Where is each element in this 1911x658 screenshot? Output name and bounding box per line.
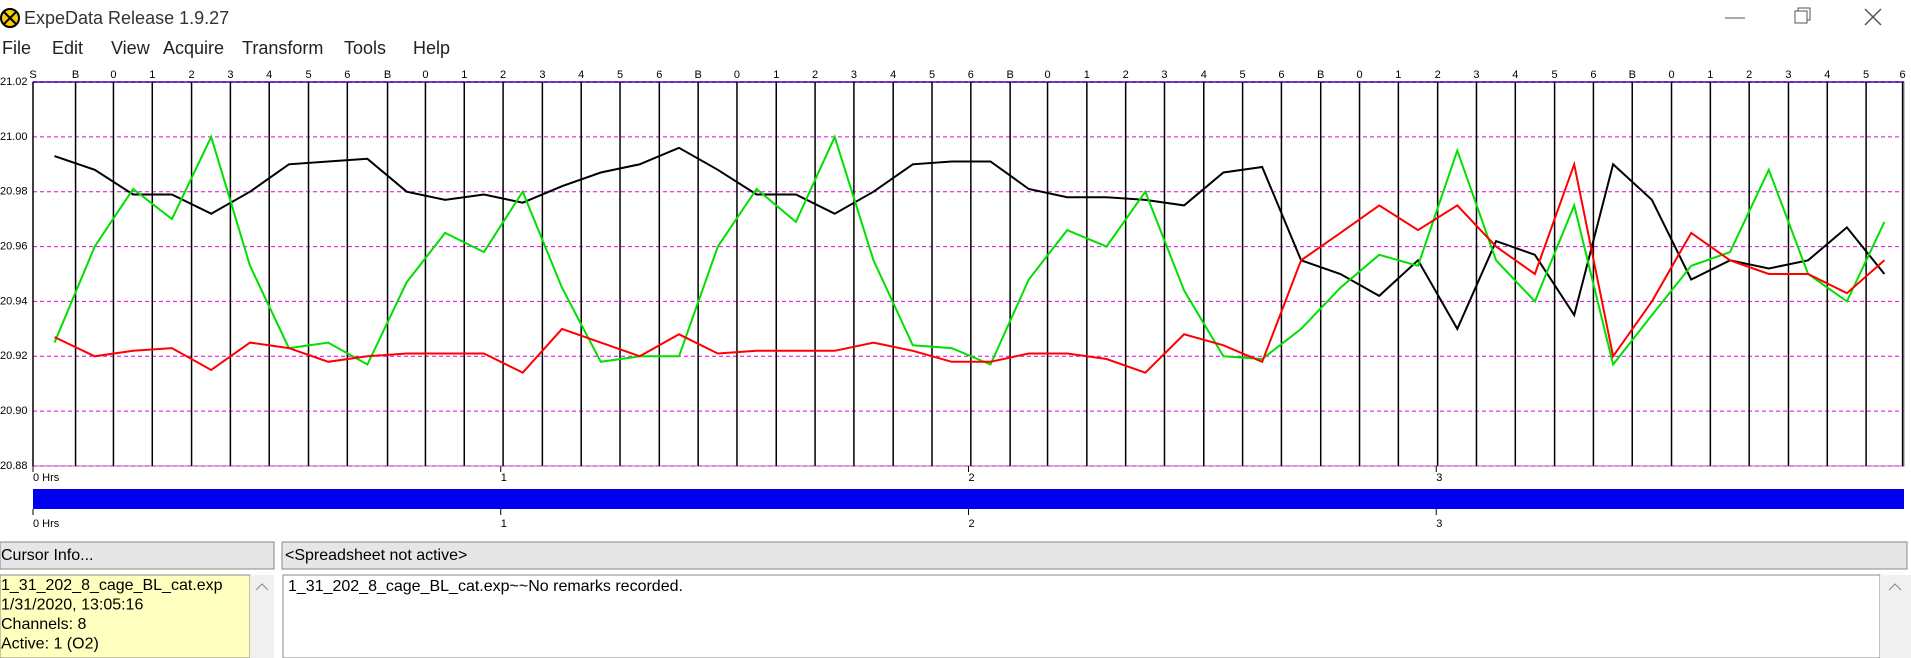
event-marker-label: 2 [1746, 69, 1752, 81]
event-marker-label: 3 [1473, 69, 1479, 81]
x-tick-label: 3 [1436, 472, 1442, 484]
cursor-info-line: 1_31_202_8_cage_BL_cat.exp [1, 577, 223, 594]
cursor-info-line: 1/31/2020, 13:05:16 [1, 597, 143, 614]
menu-item[interactable]: Tools [344, 38, 386, 58]
x-tick-label: 0 Hrs [33, 472, 60, 484]
event-marker-label: 2 [1123, 69, 1129, 81]
event-marker-label: 1 [773, 69, 779, 81]
event-marker-label: 5 [617, 69, 623, 81]
overview-tick-label: 3 [1436, 518, 1442, 530]
event-marker-label: 6 [1590, 69, 1596, 81]
event-marker-label: 0 [1356, 69, 1362, 81]
event-marker-label: 5 [1240, 69, 1246, 81]
remarks-panel: <Spreadsheet not active> 1_31_202_8_cage… [281, 541, 1911, 658]
event-marker-label: B [1317, 69, 1324, 81]
panel-header: Cursor Info... [1, 547, 93, 564]
overview-bar[interactable] [33, 489, 1904, 509]
x-tick-label: 1 [501, 472, 507, 484]
event-marker-label: 0 [422, 69, 428, 81]
event-marker-label: 6 [1900, 69, 1906, 81]
event-marker-label: 4 [1201, 69, 1207, 81]
event-marker-label: 5 [1552, 69, 1558, 81]
event-marker-label: 0 [1044, 69, 1050, 81]
menu-item[interactable]: Transform [242, 38, 323, 58]
event-marker-label: B [72, 69, 79, 81]
event-marker-label: 3 [227, 69, 233, 81]
event-marker-label: 6 [656, 69, 662, 81]
event-marker-label: 3 [539, 69, 545, 81]
event-marker-label: B [384, 69, 391, 81]
window-title: ExpeData Release 1.9.27 [24, 8, 229, 28]
cursor-info-line: Channels: 8 [1, 616, 86, 633]
event-marker-label: S [29, 69, 36, 81]
overview-tick-label: 1 [501, 518, 507, 530]
event-marker-label: 2 [812, 69, 818, 81]
event-marker-label: 1 [1084, 69, 1090, 81]
event-marker-label: 3 [851, 69, 857, 81]
event-marker-label: 1 [461, 69, 467, 81]
event-marker-label: 4 [890, 69, 896, 81]
event-marker-label: 0 [1668, 69, 1674, 81]
event-marker-label: 6 [344, 69, 350, 81]
y-tick-label: 20.90 [0, 405, 28, 417]
menu-item[interactable]: File [2, 38, 31, 58]
event-marker-label: 4 [1824, 69, 1830, 81]
menu-item[interactable]: Acquire [163, 38, 224, 58]
menu-item[interactable]: Help [413, 38, 450, 58]
x-tick-label: 2 [969, 472, 975, 484]
panel-header: <Spreadsheet not active> [285, 547, 467, 564]
event-marker-label: 1 [1707, 69, 1713, 81]
menu-item[interactable]: Edit [52, 38, 83, 58]
event-marker-label: 1 [1395, 69, 1401, 81]
event-marker-label: 2 [500, 69, 506, 81]
data-line [54, 146, 1886, 332]
event-marker-label: 2 [189, 69, 195, 81]
menu-item[interactable]: View [111, 38, 151, 58]
app-icon [0, 8, 20, 28]
data-line [54, 160, 1886, 374]
data-line [53, 134, 1886, 367]
event-marker-label: 5 [929, 69, 935, 81]
y-tick-label: 21.02 [0, 76, 28, 88]
event-marker-label: 3 [1161, 69, 1167, 81]
title-bar [0, 0, 1911, 36]
remarks-text: 1_31_202_8_cage_BL_cat.exp~~No remarks r… [288, 578, 683, 595]
overview-tick-label: 2 [969, 518, 975, 530]
event-marker-label: B [1006, 69, 1013, 81]
close-button[interactable] [1864, 8, 1882, 26]
event-marker-label: 1 [149, 69, 155, 81]
event-marker-label: 4 [1512, 69, 1518, 81]
event-marker-label: 0 [110, 69, 116, 81]
y-tick-label: 20.98 [0, 186, 28, 198]
event-marker-label: 4 [578, 69, 584, 81]
event-marker-label: 6 [968, 69, 974, 81]
restore-button[interactable] [1794, 7, 1811, 24]
event-marker-label: B [694, 69, 701, 81]
event-marker-label: 5 [305, 69, 311, 81]
event-marker-label: B [1629, 69, 1636, 81]
event-marker-label: 6 [1278, 69, 1284, 81]
cursor-info-line: Active: 1 (O2) [1, 636, 99, 653]
y-tick-label: 20.94 [0, 295, 28, 307]
y-tick-label: 20.92 [0, 350, 28, 362]
event-marker-label: 4 [266, 69, 272, 81]
menu-bar: File Edit View Acquire Transform Tools Help [2, 38, 450, 58]
event-marker-label: 2 [1435, 69, 1441, 81]
chart-frame [0, 66, 1911, 486]
cursor-panel: Cursor Info... [0, 541, 275, 658]
event-marker-label: 5 [1863, 69, 1869, 81]
y-tick-label: 20.88 [0, 460, 28, 472]
y-tick-label: 21.00 [0, 131, 28, 143]
event-marker-label: 0 [734, 69, 740, 81]
event-marker-label: 3 [1785, 69, 1791, 81]
overview-tick-label: 0 Hrs [33, 518, 60, 530]
y-tick-label: 20.96 [0, 240, 28, 252]
